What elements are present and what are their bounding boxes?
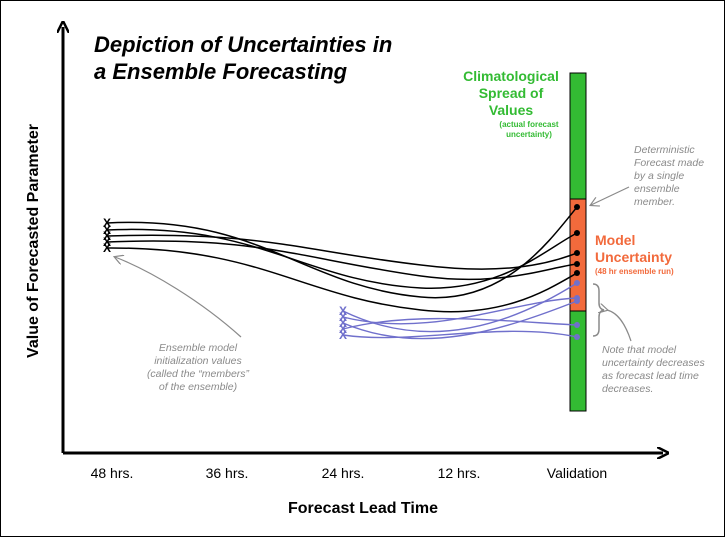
ensemble-48hr-curve-3 [106,234,578,270]
init-marker-x: X [339,316,347,330]
ensemble-48hr-curve-5 [106,247,578,313]
ensemble-init-note-3: (called the “members” [147,368,250,380]
init-marker-x: X [339,310,347,324]
x-tick-validation: Validation [547,465,607,481]
ensemble-init-note-2: initialization values [154,355,242,367]
x-tick-36: 36 hrs. [206,465,249,481]
x-axis-label: Forecast Lead Time [288,500,438,517]
title-line-1: Depiction of Uncertainties in [94,32,392,57]
endpoint-dot [574,204,580,210]
ensemble-24hr-endpoints [574,280,580,340]
model-uncertainty-label-2: Uncertainty [595,249,672,265]
deterministic-note-1: Deterministic [634,144,695,156]
note-arrow [607,310,632,342]
init-marker-x: X [339,328,347,342]
endpoint-dot [574,298,580,304]
endpoint-dot [574,230,580,236]
init-marker-x: X [103,216,111,230]
endpoint-dot [574,261,580,267]
climatological-label-3: Values [489,102,534,118]
x-tick-48: 48 hrs. [91,465,134,481]
deterministic-arrow [591,186,630,205]
x-tick-12: 12 hrs. [438,465,481,481]
model-uncertainty-sub: (48 hr ensemble run) [595,267,674,276]
endpoint-dot [574,322,580,328]
ensemble-init-arrow [115,257,242,338]
endpoint-dot [574,280,580,286]
climatological-sub-1: (actual forecast [499,120,558,129]
deterministic-note-5: member. [634,196,675,208]
init-markers-48hr: X X X X X [103,216,111,255]
x-tick-24: 24 hrs. [322,465,365,481]
endpoint-dot [574,250,580,256]
init-marker-x: X [339,322,347,336]
init-marker-x: X [103,229,111,243]
ensemble-48hr-curves [106,206,578,313]
model-uncertainty-label-1: Model [595,232,635,248]
init-marker-x: X [103,241,111,255]
climatological-sub-2: uncertainty) [506,130,552,139]
init-marker-x: X [103,223,111,237]
ensemble-24hr-curve-5 [342,330,578,339]
init-marker-x: X [103,235,111,249]
ensemble-init-note-1: Ensemble model [159,342,238,354]
ensemble-48hr-curve-4 [106,240,578,281]
decrease-note-1: Note that model [602,344,677,356]
init-marker-x: X [339,304,347,318]
deterministic-note-2: Forecast made [634,157,704,169]
y-axis-label: Value of Forecasted Parameter [25,124,42,358]
endpoint-dot [574,270,580,276]
climatological-label-2: Spread of [479,85,544,101]
ensemble-24hr-curve-4 [342,317,578,330]
decrease-note-4: decreases. [602,383,653,395]
deterministic-note-3: by a single [634,170,684,182]
endpoint-dot [574,334,580,340]
ensemble-init-note-4: of the ensemble) [159,381,237,393]
climatological-label-1: Climatological [463,68,559,84]
ensemble-48hr-curve-1 [106,206,578,299]
uncertainty-bracket [592,283,605,337]
ensemble-48hr-endpoints [574,204,580,276]
ensemble-24hr-curves [342,282,578,340]
decrease-note-3: as forecast lead time [602,370,699,382]
init-markers-24hr: X X X X X [339,304,347,342]
title-line-2: a Ensemble Forecasting [94,59,348,84]
deterministic-note-4: ensemble [634,183,680,195]
decrease-note-2: uncertainty decreases [602,357,705,369]
ensemble-24hr-curve-3 [342,300,578,340]
